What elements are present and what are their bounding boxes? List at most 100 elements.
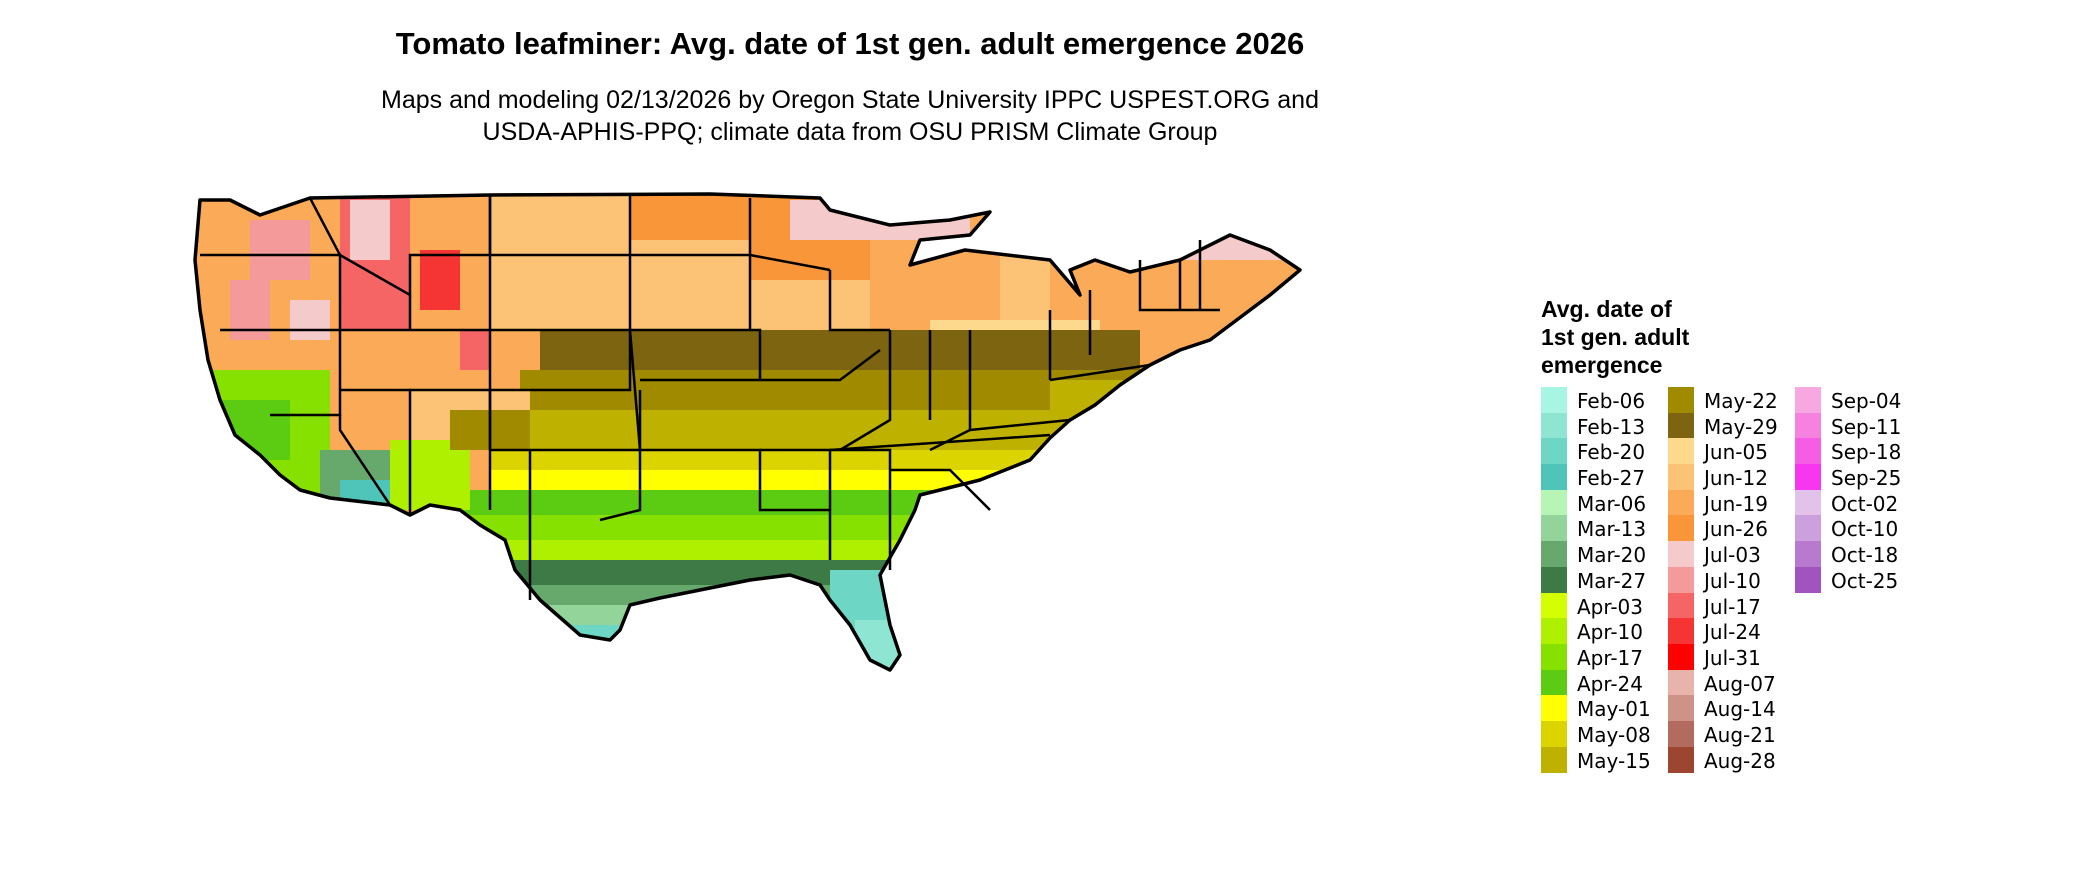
legend-swatch [1668, 412, 1694, 439]
legend-label: Oct-25 [1831, 568, 1899, 593]
legend-label: Mar-20 [1577, 543, 1647, 568]
legend-label: May-22 [1704, 389, 1778, 413]
legend-swatch [1541, 746, 1567, 773]
map-subtitle: Maps and modeling 02/13/2026 by Oregon S… [0, 84, 1700, 148]
legend-label: Mar-06 [1577, 491, 1647, 516]
legend-swatch [1668, 464, 1694, 491]
legend-swatch [1668, 592, 1694, 619]
legend-label: Feb-06 [1577, 389, 1646, 413]
legend-swatch [1795, 489, 1821, 516]
legend-item: Jun-05 [1668, 438, 1793, 465]
legend-swatch [1541, 387, 1567, 413]
legend-item: Jun-26 [1668, 515, 1793, 542]
legend-item: May-01 [1541, 695, 1666, 722]
legend-label: Feb-20 [1577, 440, 1646, 465]
legend-swatch [1668, 669, 1694, 696]
legend-swatch [1541, 720, 1567, 747]
legend-swatch [1541, 541, 1567, 568]
legend-item: Oct-02 [1795, 489, 1920, 516]
legend-label: Sep-18 [1831, 440, 1902, 465]
legend-item: May-29 [1668, 412, 1793, 439]
legend-label: Apr-24 [1577, 671, 1643, 696]
legend-item: Sep-25 [1795, 464, 1920, 491]
legend-item: Jun-19 [1668, 489, 1793, 516]
legend-column: Feb-06 Feb-13 Feb-20 Feb-27 Mar-06 Mar-13 Mar-… [1541, 387, 1666, 773]
legend-swatch [1541, 669, 1567, 696]
legend-title: Avg. date of 1st gen. adult emergence [1541, 295, 1761, 379]
legend-swatch [1668, 387, 1694, 413]
legend-label: Oct-18 [1831, 543, 1899, 568]
legend-label: Apr-03 [1577, 594, 1643, 619]
legend-swatch [1795, 412, 1821, 439]
legend-item: Jul-17 [1668, 592, 1793, 619]
legend-item: Oct-10 [1795, 515, 1920, 542]
legend-column: Sep-04 Sep-11 Sep-18 Sep-25 Oct-02 Oct-10 Oct-… [1795, 387, 1920, 593]
legend-label: Apr-17 [1577, 645, 1643, 670]
legend-item: Feb-06 [1541, 387, 1666, 413]
legend-label: May-15 [1577, 748, 1651, 773]
legend-label: Oct-10 [1831, 517, 1899, 542]
legend-swatch [1795, 541, 1821, 568]
legend-label: Jul-10 [1704, 568, 1761, 593]
legend-swatch [1795, 464, 1821, 491]
legend-item: Feb-13 [1541, 412, 1666, 439]
legend-swatch [1541, 618, 1567, 645]
legend-label: Feb-27 [1577, 466, 1646, 491]
legend-label: Aug-07 [1704, 671, 1776, 696]
legend-item: Mar-27 [1541, 566, 1666, 593]
legend-label: Jul-24 [1704, 620, 1761, 645]
legend-column: May-22 May-29 Jun-05 Jun-12 Jun-19 Jun-26 Jul-… [1668, 387, 1793, 773]
legend-swatch [1668, 438, 1694, 465]
legend-label: Jul-17 [1704, 594, 1761, 619]
legend-label: May-08 [1577, 722, 1651, 747]
legend-label: Jun-05 [1704, 440, 1768, 465]
legend-swatch [1541, 489, 1567, 516]
legend-swatch [1541, 695, 1567, 722]
legend-item: Mar-20 [1541, 541, 1666, 568]
legend-label: Aug-21 [1704, 722, 1776, 747]
legend-swatch [1795, 566, 1821, 593]
legend-item: Feb-27 [1541, 464, 1666, 491]
legend-item: Aug-21 [1668, 720, 1793, 747]
legend-label: May-01 [1577, 697, 1651, 722]
legend-item: Jul-03 [1668, 541, 1793, 568]
legend-label: Jun-19 [1704, 491, 1768, 516]
state-boundaries [200, 194, 1220, 600]
us-outline [193, 192, 1302, 672]
emergence-raster [195, 194, 1300, 670]
legend-item: Oct-18 [1795, 541, 1920, 568]
legend-item: May-22 [1668, 387, 1793, 413]
subtitle-line-2: USDA-APHIS-PPQ; climate data from OSU PR… [482, 118, 1218, 146]
legend-item: Mar-13 [1541, 515, 1666, 542]
legend-swatch [1668, 643, 1694, 670]
legend-item: Aug-28 [1668, 746, 1793, 773]
legend-swatch [1668, 720, 1694, 747]
legend-item: Mar-06 [1541, 489, 1666, 516]
legend-swatch [1668, 618, 1694, 645]
legend-swatch [1541, 643, 1567, 670]
legend-item: Sep-18 [1795, 438, 1920, 465]
legend-swatch [1668, 695, 1694, 722]
legend-item: Apr-10 [1541, 618, 1666, 645]
legend-label: Jul-31 [1704, 645, 1761, 670]
legend-label: Oct-02 [1831, 491, 1899, 516]
legend-swatch [1795, 438, 1821, 465]
legend-label: Sep-11 [1831, 414, 1902, 439]
map-title: Tomato leafminer: Avg. date of 1st gen. … [395, 26, 1305, 61]
legend-item: Apr-24 [1541, 669, 1666, 696]
legend-swatch [1668, 566, 1694, 593]
legend-item: Jun-12 [1668, 464, 1793, 491]
legend-item: Oct-25 [1795, 566, 1920, 593]
legend-item: Sep-11 [1795, 412, 1920, 439]
legend-item: Jul-31 [1668, 643, 1793, 670]
legend-label: Jul-03 [1704, 543, 1761, 568]
legend-item: Apr-03 [1541, 592, 1666, 619]
legend-swatch [1541, 412, 1567, 439]
legend-swatch [1795, 515, 1821, 542]
legend-label: Apr-10 [1577, 620, 1643, 645]
legend-title-line-1: Avg. date of [1541, 296, 1672, 322]
legend-label: Feb-13 [1577, 414, 1646, 439]
legend-label: Sep-25 [1831, 466, 1902, 491]
legend-item: Jul-24 [1668, 618, 1793, 645]
legend-item: Aug-14 [1668, 695, 1793, 722]
